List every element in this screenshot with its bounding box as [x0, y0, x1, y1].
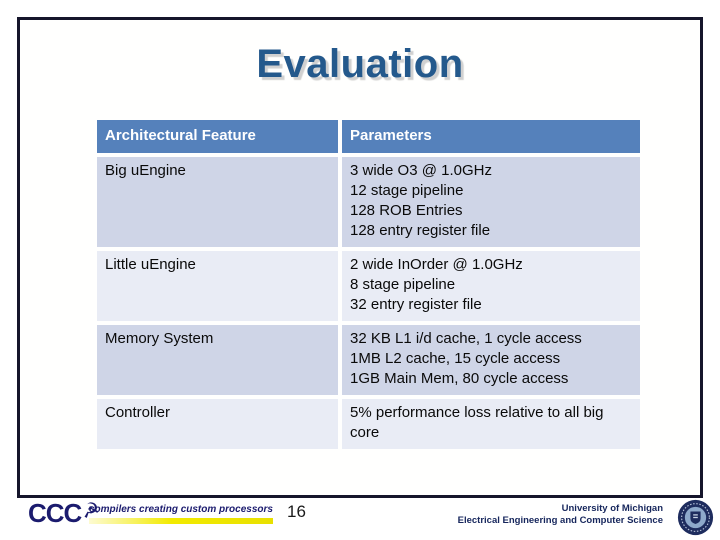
parameters-cell: 5% performance loss relative to all big …	[342, 399, 640, 449]
table-row: Little uEngine 2 wide InOrder @ 1.0GHz 8 …	[97, 251, 640, 321]
logo-underline-bar	[89, 518, 273, 524]
parameter-line: 1MB L2 cache, 15 cycle access	[350, 350, 561, 367]
affiliation-line1: University of Michigan	[561, 503, 663, 514]
parameter-line: 32 KB L1 i/d cache, 1 cycle access	[350, 330, 582, 347]
parameter-line: 128 ROB Entries	[350, 202, 463, 219]
table-row: Controller 5% performance loss relative …	[97, 399, 640, 449]
parameter-line: 3 wide O3 @ 1.0GHz	[350, 162, 492, 179]
table-header-feature: Architectural Feature	[97, 120, 338, 153]
parameter-line: 2 wide InOrder @ 1.0GHz	[350, 256, 523, 273]
parameter-line: 5% performance loss relative to all big …	[350, 404, 604, 441]
table-header-row: Architectural Feature Parameters	[97, 120, 640, 153]
cccp-logo-text: CCC	[28, 498, 82, 528]
evaluation-table: Architectural Feature Parameters Big uEn…	[97, 120, 640, 453]
table-row: Memory System 32 KB L1 i/d cache, 1 cycl…	[97, 325, 640, 395]
feature-cell: Big uEngine	[97, 157, 338, 247]
cccp-logo: CCC ☭	[28, 498, 102, 528]
parameters-cell: 3 wide O3 @ 1.0GHz 12 stage pipeline 128 R…	[342, 157, 640, 247]
parameter-line: 12 stage pipeline	[350, 182, 464, 199]
university-seal-icon	[677, 499, 714, 536]
parameter-line: 8 stage pipeline	[350, 276, 456, 293]
slide-title: Evaluation	[256, 42, 464, 86]
feature-cell: Controller	[97, 399, 338, 449]
feature-cell: Little uEngine	[97, 251, 338, 321]
cccp-tagline: compilers creating custom processors	[89, 504, 273, 515]
affiliation-line2: Electrical Engineering and Computer Scie…	[457, 515, 663, 526]
parameters-cell: 32 KB L1 i/d cache, 1 cycle access 1MB L2…	[342, 325, 640, 395]
page-number: 16	[287, 502, 306, 521]
table-row: Big uEngine 3 wide O3 @ 1.0GHz 12 stage p…	[97, 157, 640, 247]
parameter-line: 32 entry register file	[350, 296, 482, 313]
table-body: Big uEngine 3 wide O3 @ 1.0GHz 12 stage p…	[97, 157, 640, 449]
table-header-parameters: Parameters	[342, 120, 640, 153]
slide-footer: CCC ☭ compilers creating custom processo…	[0, 498, 720, 540]
parameter-line: 1GB Main Mem, 80 cycle access	[350, 370, 569, 387]
parameter-line: 128 entry register file	[350, 222, 491, 239]
parameters-cell: 2 wide InOrder @ 1.0GHz 8 stage pipeline 3…	[342, 251, 640, 321]
affiliation-text: University of Michigan Electrical Engine…	[458, 503, 663, 527]
feature-cell: Memory System	[97, 325, 338, 395]
